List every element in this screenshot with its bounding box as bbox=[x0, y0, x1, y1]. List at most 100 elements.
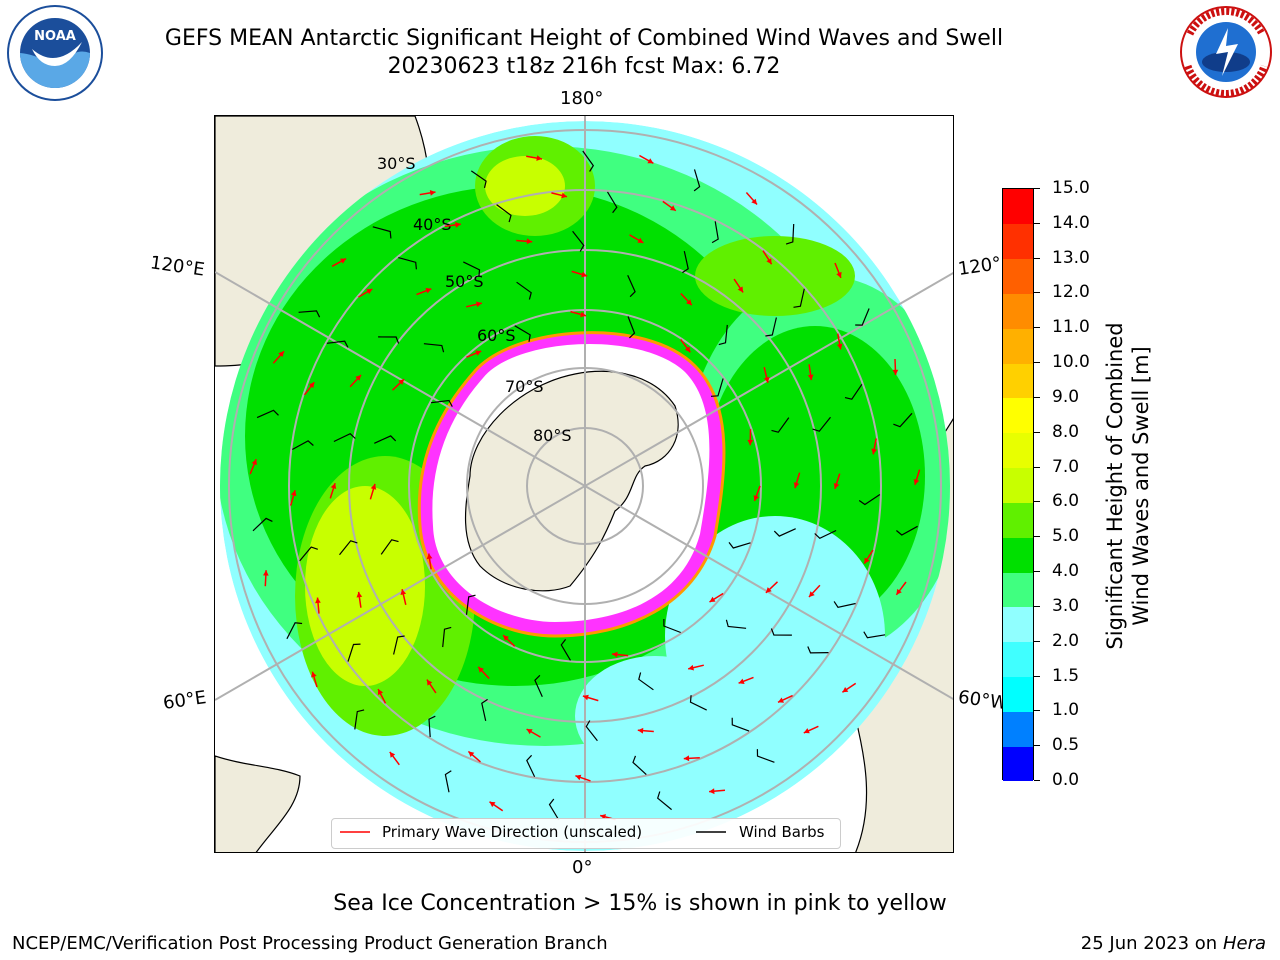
wind-barb bbox=[814, 529, 837, 540]
wave-direction-arrowhead bbox=[389, 751, 396, 758]
colorbar-tick-label: 13.0 bbox=[1052, 247, 1090, 268]
colorbar-tick-mark bbox=[1034, 536, 1040, 538]
wave-direction-arrowhead bbox=[896, 588, 902, 595]
wave-direction-arrowhead bbox=[426, 679, 433, 686]
wind-barb bbox=[442, 626, 452, 648]
colorbar-tick-label: 6.0 bbox=[1052, 491, 1080, 512]
wave-direction-arrowhead bbox=[766, 258, 772, 265]
wave-direction-arrowhead bbox=[836, 271, 842, 278]
wave-direction-arrowhead bbox=[612, 651, 618, 658]
lat-label-80: 80°S bbox=[533, 426, 572, 445]
wind-barb bbox=[710, 378, 724, 397]
wave-direction-arrowhead bbox=[833, 483, 840, 489]
wind-barb bbox=[470, 170, 487, 189]
colorbar-segment bbox=[1003, 676, 1033, 712]
wave-direction-arrowhead bbox=[561, 192, 567, 199]
wind-barb bbox=[632, 755, 647, 776]
colorbar-tick-mark bbox=[1034, 675, 1040, 677]
colorbar-segment bbox=[1003, 502, 1033, 538]
colorbar-segment bbox=[1003, 328, 1033, 364]
wave-direction-arrowhead bbox=[425, 288, 432, 294]
wave-direction-arrowhead bbox=[330, 483, 337, 489]
wave-direction-arrowhead bbox=[455, 222, 461, 228]
africa-land bbox=[215, 755, 301, 852]
colorbar-tick-mark bbox=[1034, 710, 1040, 712]
wave-direction-arrowhead bbox=[778, 697, 784, 703]
colorbar-tick-label: 15.0 bbox=[1052, 178, 1090, 198]
wave-direction-arrowhead bbox=[526, 729, 533, 735]
colorbar-tick-mark bbox=[1034, 188, 1040, 189]
chart-subtitle: 20230623 t18z 216h fcst Max: 6.72 bbox=[387, 54, 781, 79]
colorbar-segment bbox=[1003, 293, 1033, 329]
wind-barb bbox=[252, 517, 273, 532]
wind-barb bbox=[765, 317, 777, 337]
wave-direction-arrowhead bbox=[686, 299, 692, 306]
wind-barb bbox=[444, 770, 452, 793]
wind-barb bbox=[380, 539, 399, 555]
wind-barb bbox=[534, 674, 543, 697]
wind-barb bbox=[756, 749, 775, 763]
colorbar-segment bbox=[1003, 397, 1033, 434]
colorbar-tick-mark bbox=[1034, 257, 1040, 259]
wave-direction-arrowhead bbox=[370, 483, 377, 490]
wind-barb bbox=[638, 672, 654, 691]
wave-direction-arrowhead bbox=[278, 351, 284, 357]
colorbar-segment bbox=[1003, 258, 1033, 294]
colorbar-tick-mark bbox=[1034, 501, 1040, 503]
wind-barb bbox=[731, 717, 750, 732]
wave-direction-arrowhead bbox=[842, 687, 849, 693]
wave-direction-arrowhead bbox=[793, 482, 800, 489]
colorbar-segment bbox=[1003, 189, 1033, 225]
wind-barb bbox=[844, 383, 863, 400]
colorbar-tick-label: 0.0 bbox=[1052, 770, 1080, 790]
lon-label-120e: 120°E bbox=[148, 252, 206, 281]
colorbar-tick-mark bbox=[1034, 745, 1040, 747]
wave-direction-arrowhead bbox=[683, 755, 690, 762]
wave-direction-arrowhead bbox=[807, 374, 814, 381]
wave-direction-arrowhead bbox=[575, 774, 582, 781]
wind-barb bbox=[526, 754, 536, 777]
colorbar-segment bbox=[1003, 537, 1033, 573]
wind-barb bbox=[833, 601, 856, 608]
colorbar-segment bbox=[1003, 746, 1033, 782]
wave-direction-arrowhead bbox=[738, 678, 745, 684]
wind-barb bbox=[682, 250, 689, 274]
colorbar-segment bbox=[1003, 467, 1033, 503]
wave-height-map: 30°S 40°S 50°S 60°S 70°S 80°S bbox=[215, 116, 953, 852]
colorbar-tick-mark bbox=[1034, 431, 1040, 433]
wave-direction-arrowhead bbox=[290, 490, 297, 497]
wave-direction-arrowhead bbox=[526, 238, 533, 245]
colorbar-tick-label: 10.0 bbox=[1052, 352, 1090, 373]
colorbar-tick-label: 1.5 bbox=[1052, 665, 1080, 686]
lon-label-0: 0° bbox=[572, 857, 593, 878]
wind-barb bbox=[858, 494, 881, 506]
wind-barb bbox=[812, 416, 831, 432]
colorbar-tick-label: 12.0 bbox=[1052, 282, 1090, 303]
wind-barb bbox=[372, 226, 392, 239]
wind-barb bbox=[863, 631, 886, 639]
wind-barb bbox=[298, 310, 321, 318]
wave-direction-arrowhead bbox=[251, 459, 257, 466]
colorbar-tick-label: 11.0 bbox=[1052, 317, 1090, 338]
colorbar-segment bbox=[1003, 641, 1033, 678]
colorbar-tick-mark bbox=[1034, 571, 1040, 573]
colorbar-tick-label: 0.5 bbox=[1052, 735, 1080, 756]
wind-barb bbox=[428, 715, 436, 738]
wind-barb bbox=[785, 223, 795, 245]
wave-direction-arrowhead bbox=[809, 591, 815, 597]
latitude-labels: 30°S 40°S 50°S 60°S 70°S 80°S bbox=[377, 154, 572, 445]
wind-barb bbox=[893, 412, 913, 428]
wave-direction-arrowhead bbox=[475, 350, 482, 356]
colorbar-segment bbox=[1003, 223, 1033, 260]
colorbar-tick-mark bbox=[1034, 292, 1040, 294]
wave-direction-arrowhead bbox=[468, 751, 475, 757]
wave-direction-arrowhead bbox=[263, 570, 269, 576]
wave-direction-arrowhead bbox=[398, 379, 405, 385]
wind-barb bbox=[627, 275, 636, 298]
lon-label-60e: 60°E bbox=[161, 687, 208, 714]
lat-label-30: 30°S bbox=[377, 154, 416, 173]
wind-barb bbox=[773, 528, 796, 537]
wind-barb bbox=[481, 698, 488, 722]
wind-barb bbox=[627, 316, 636, 339]
wave-direction-arrowhead bbox=[340, 258, 347, 264]
